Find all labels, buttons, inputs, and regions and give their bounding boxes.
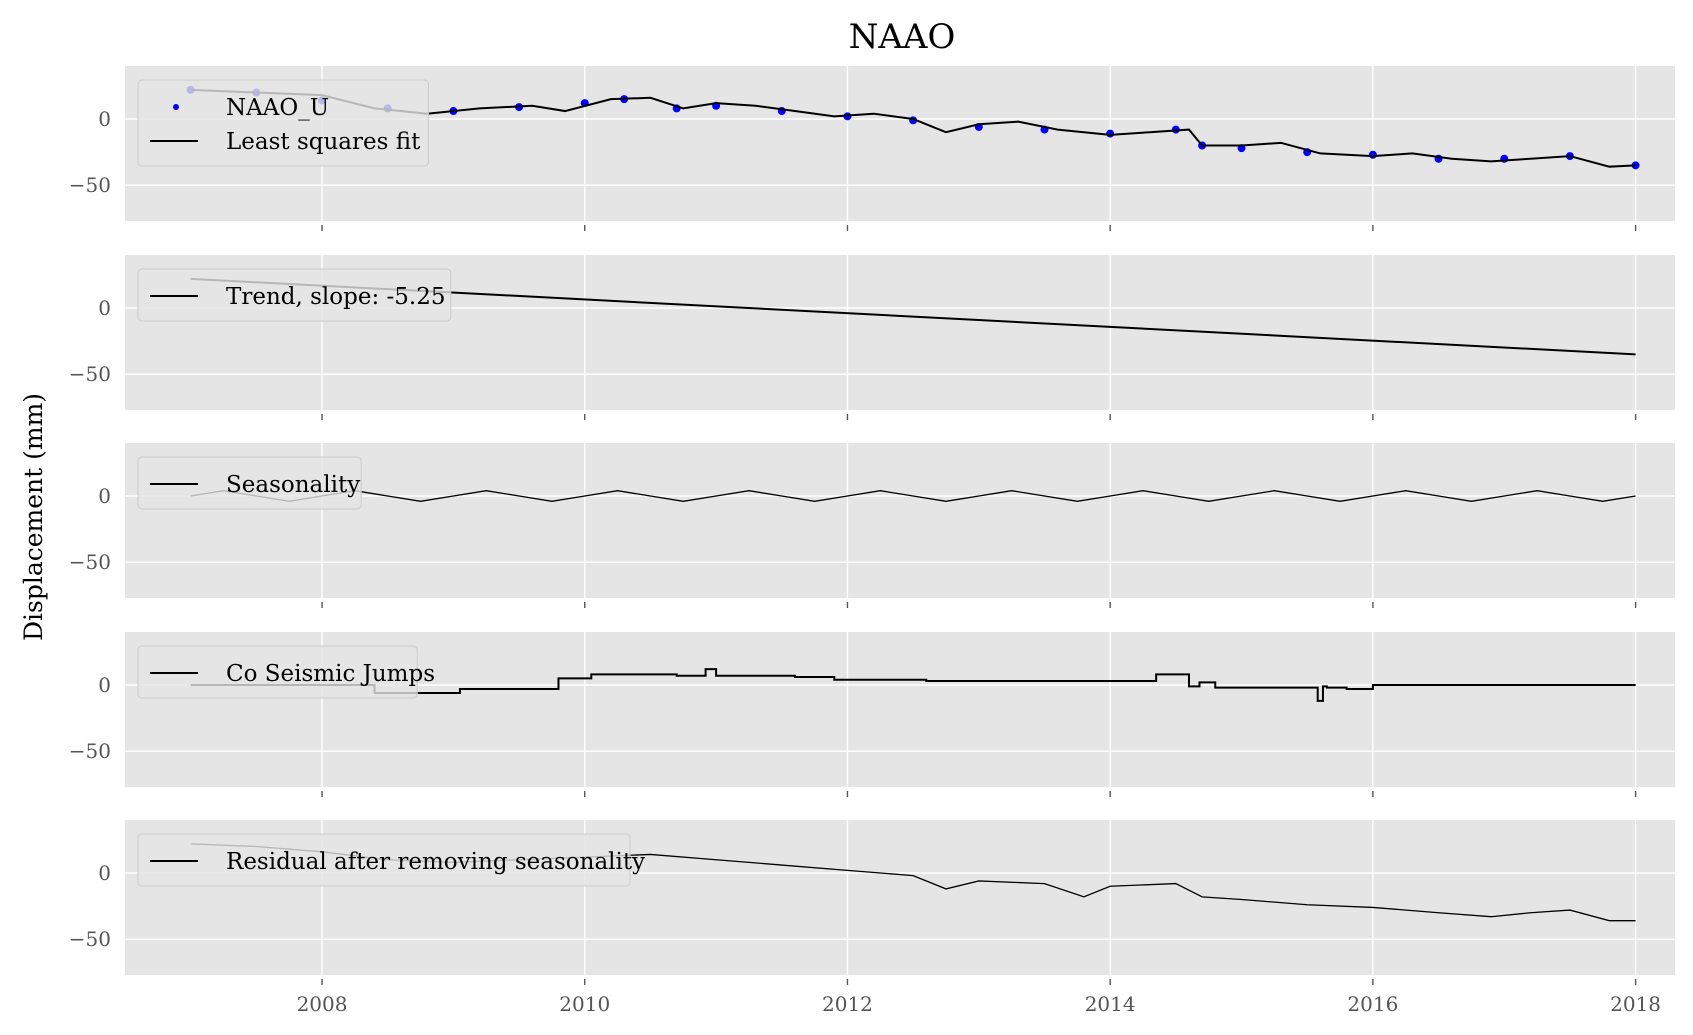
panels: 0 −50 NAAO_U Least squares fit 0 −50 Trend, sl… xyxy=(69,66,1675,1016)
x-tick-label: 2016 xyxy=(1347,992,1398,1016)
y-axis-label: Displacement (mm) xyxy=(19,393,48,641)
series-line xyxy=(190,490,1636,502)
x-tick-label: 2010 xyxy=(559,992,610,1016)
panel-background xyxy=(125,443,1675,598)
y-tick-label: 0 xyxy=(98,673,111,697)
legend: NAAO_U Least squares fit xyxy=(137,79,429,167)
y-tick-label: 0 xyxy=(98,296,111,320)
y-tick-label: −50 xyxy=(69,550,111,574)
legend-label: Co Seismic Jumps xyxy=(226,661,435,687)
panel-observations: 0 −50 NAAO_U Least squares fit xyxy=(69,66,1675,231)
legend: Residual after removing seasonality xyxy=(137,833,645,887)
series-line xyxy=(190,668,1636,702)
legend-label: Residual after removing seasonality xyxy=(226,849,645,875)
x-tick-label: 2018 xyxy=(1610,992,1661,1016)
y-tick-label: −50 xyxy=(69,362,111,386)
data-point xyxy=(1368,150,1377,159)
panel-trend: 0 −50 Trend, slope: -5.25 xyxy=(69,255,1675,420)
panel-seasonality: 0 −50 Seasonality xyxy=(69,443,1675,608)
legend-box xyxy=(137,79,429,167)
legend-box xyxy=(137,833,631,887)
y-tick-label: 0 xyxy=(98,107,111,131)
data-point xyxy=(1106,129,1115,138)
legend: Seasonality xyxy=(137,456,362,510)
x-tick-label: 2014 xyxy=(1085,992,1136,1016)
y-tick-label: −50 xyxy=(69,739,111,763)
x-tick-label: 2008 xyxy=(297,992,348,1016)
legend-box xyxy=(137,268,452,322)
legend-box xyxy=(137,456,362,510)
legend-label: Least squares fit xyxy=(226,129,421,155)
y-tick-label: 0 xyxy=(98,861,111,885)
y-tick-label: 0 xyxy=(98,484,111,508)
series-line xyxy=(190,88,1636,168)
x-tick-label: 2012 xyxy=(822,992,873,1016)
y-tick-label: −50 xyxy=(69,927,111,951)
y-tick-label: −50 xyxy=(69,173,111,197)
panel-coseismic: 0 −50 Co Seismic Jumps xyxy=(69,632,1675,797)
panel-residual: 0 −50 2008 2010 2012 2014 2016 2018 Residual aft… xyxy=(69,820,1675,1016)
legend-marker xyxy=(173,104,179,110)
legend: Trend, slope: -5.25 xyxy=(137,268,452,322)
legend-label: Trend, slope: -5.25 xyxy=(226,284,446,310)
legend-label: NAAO_U xyxy=(226,95,329,121)
chart-title: NAAO xyxy=(849,17,956,57)
legend-label: Seasonality xyxy=(226,472,360,498)
legend-box xyxy=(137,645,418,699)
legend: Co Seismic Jumps xyxy=(137,645,435,699)
